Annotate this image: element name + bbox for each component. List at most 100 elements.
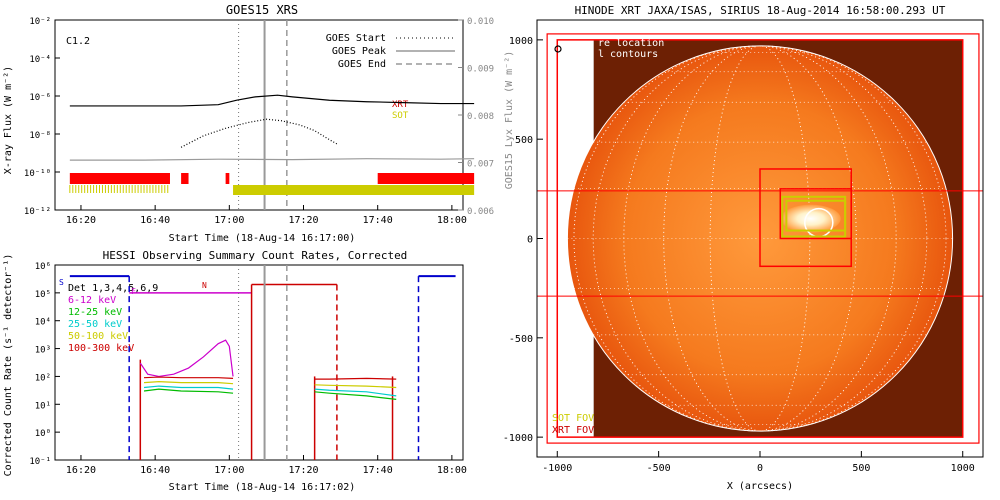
hessi-x-tick-label: 17:20 <box>288 465 318 476</box>
hessi-series-25-50-kev <box>143 385 234 390</box>
hessi-y-tick-label: 10² <box>35 373 51 383</box>
hessi-title: HESSI Observing Summary Count Rates, Cor… <box>103 249 408 262</box>
goes-y-tick-label: 10⁻² <box>29 17 51 27</box>
goes-y-tick-label: 10⁻¹⁰ <box>24 169 51 179</box>
goes-xrt-bar <box>69 173 170 184</box>
hessi-state-n: N <box>202 281 207 290</box>
sun-y-tick-label: 500 <box>515 135 533 146</box>
goes-x-tick-label: 17:00 <box>214 215 244 226</box>
sun-lon-line <box>663 45 857 432</box>
sun-panel: HINODE XRT JAXA/ISAS, SIRIUS 18-Aug-2014… <box>503 4 984 492</box>
hessi-series-50-100-kev <box>314 384 397 389</box>
sun-title: HINODE XRT JAXA/ISAS, SIRIUS 18-Aug-2014… <box>575 4 946 17</box>
goes-legend-end: GOES End <box>338 59 386 70</box>
goes-y2-tick-label: 0.006 <box>467 207 494 217</box>
hessi-marks: 16:20 16:40 17:00 17:20 17:40 18:00 10⁻¹ 10⁰ 10¹… <box>29 262 467 476</box>
goes-xrt-bar <box>225 173 230 184</box>
hessi-x-tick-label: 17:00 <box>214 465 244 476</box>
goes-xrt-bar <box>181 173 189 184</box>
sun-legend-symbol <box>554 45 562 53</box>
sun-xlabel: X (arcsecs) <box>727 481 793 492</box>
sun-lon-line <box>592 45 928 432</box>
hessi-plot-frame <box>54 264 464 461</box>
hessi-y-tick-label: 10¹ <box>35 401 51 411</box>
hessi-legend-100-300: 100-300 keV <box>68 343 134 354</box>
hessi-series-12-25-kev <box>143 388 234 394</box>
sun-x-tick-label: 1000 <box>951 463 975 474</box>
goes-series-short <box>180 118 338 148</box>
goes-x-tick-label: 17:20 <box>288 215 318 226</box>
goes-legend: GOES Start GOES Peak GOES End <box>326 33 455 70</box>
sun-y-tick-label: 0 <box>527 235 533 246</box>
hessi-legend: Det 1,3,4,5,6,9 6-12 keV 12-25 keV 25-50… <box>68 283 158 354</box>
hessi-legend-25-50: 25-50 keV <box>68 319 122 330</box>
goes-series-lyx <box>69 158 475 161</box>
goes-y2-tick-label: 0.008 <box>467 112 494 122</box>
sun-xrt-fov-box <box>779 188 852 240</box>
hessi-state-s: S <box>59 278 64 287</box>
hessi-state-f: F <box>131 287 136 296</box>
goes-flare-class: C1.2 <box>66 36 90 47</box>
sun-x-tick-label: -500 <box>647 463 671 474</box>
goes-y2-tick-label: 0.007 <box>467 160 494 170</box>
goes-xrt-marker: XRT <box>392 100 409 110</box>
sun-x-tick-label: 500 <box>852 463 870 474</box>
goes-x-tick-label: 16:40 <box>140 215 170 226</box>
goes-sot-marker: SOT <box>392 111 409 121</box>
goes-ylabel-left: X-ray Flux (W m⁻²) <box>3 66 14 174</box>
goes-series-long <box>69 94 475 107</box>
hessi-y-tick-label: 10⁵ <box>35 290 51 300</box>
hessi-x-tick-label: 18:00 <box>437 465 467 476</box>
hessi-series-50-100-kev <box>143 381 234 385</box>
goes-title: GOES15 XRS <box>226 3 298 17</box>
hessi-ylabel: Corrected Count Rate (s⁻¹ detector⁻¹) <box>3 254 14 477</box>
sun-y-tick-label: -1000 <box>503 433 533 444</box>
sun-x-tick-label: -1000 <box>542 463 572 474</box>
sun-y-tick-label: -500 <box>509 334 533 345</box>
goes-legend-start: GOES Start <box>326 33 386 44</box>
sun-lon-line <box>573 45 947 432</box>
hessi-y-tick-label: 10⁶ <box>35 262 51 272</box>
hessi-xlabel: Start Time (18-Aug-14 16:17:02) <box>169 482 356 493</box>
goes-y2-tick-label: 0.009 <box>467 65 494 75</box>
goes-y-tick-label: 10⁻⁸ <box>29 131 51 141</box>
goes-xrt-bar <box>377 173 475 184</box>
hessi-y-tick-label: 10⁰ <box>35 429 51 439</box>
hessi-y-tick-label: 10³ <box>35 346 51 356</box>
hessi-series-100-300-kev <box>314 377 397 380</box>
hessi-legend-det: Det 1,3,4,5,6,9 <box>68 283 158 294</box>
sun-fov-xrt: XRT FOV <box>552 425 594 436</box>
sun-active-region <box>780 204 841 233</box>
sun-fov-sot: SOT FOV <box>552 413 594 424</box>
sun-y-tick-label: 1000 <box>509 36 533 47</box>
sun-marks: -1000 -500 0 500 1000 -1000 -500 0 500 1000 <box>503 19 984 474</box>
hessi-legend-6-12: 6-12 keV <box>68 295 116 306</box>
goes-ylabel-right: GOES15 Lyx Flux (W m⁻²) <box>504 51 515 189</box>
goes-panel: GOES15 XRS C1.2 GOES Start GOES Peak GOE… <box>3 3 515 244</box>
hessi-legend-50-100: 50-100 keV <box>68 331 128 342</box>
sun-sot-fov-box <box>785 199 847 232</box>
goes-x-tick-label: 17:40 <box>363 215 393 226</box>
hessi-x-tick-label: 17:40 <box>363 465 393 476</box>
sun-xrt-fov-box <box>556 39 964 438</box>
goes-xlabel: Start Time (18-Aug-14 16:17:00) <box>169 233 356 244</box>
sun-x-tick-label: 0 <box>757 463 763 474</box>
sun-legend-contours: l contours <box>598 49 658 60</box>
hessi-series-25-50-kev <box>314 388 397 397</box>
hessi-legend-12-25: 12-25 keV <box>68 307 122 318</box>
sun-lon-line <box>623 45 897 432</box>
hessi-x-tick-label: 16:20 <box>66 465 96 476</box>
sun-legend-location: re location <box>598 38 664 49</box>
goes-x-tick-label: 16:20 <box>66 215 96 226</box>
hessi-panel: HESSI Observing Summary Count Rates, Cor… <box>3 249 467 493</box>
hessi-y-tick-label: 10⁻¹ <box>29 457 51 467</box>
goes-marks: 16:20 16:40 17:00 17:20 17:40 18:00 10⁻¹² 10⁻¹⁰… <box>24 17 494 226</box>
hessi-series-100-300-kev <box>143 376 234 379</box>
goes-y-tick-label: 10⁻¹² <box>24 207 51 217</box>
hessi-x-tick-label: 16:40 <box>140 465 170 476</box>
goes-y-tick-label: 10⁻⁶ <box>29 93 51 103</box>
goes-sot-bar <box>233 185 475 195</box>
hessi-series-6-12-kev <box>139 339 234 378</box>
goes-y2-tick-label: 0.010 <box>467 17 494 27</box>
